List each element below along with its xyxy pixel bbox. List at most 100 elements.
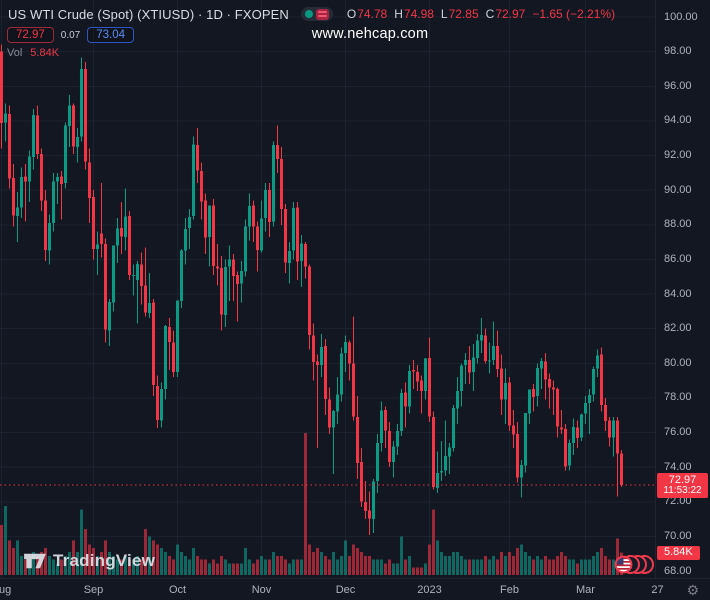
volume-bar — [548, 559, 551, 575]
candle-body — [488, 360, 491, 362]
volume-bar — [616, 538, 619, 575]
candle-body — [404, 392, 407, 407]
candle-body — [432, 416, 435, 488]
ohlc-open-value: 74.78 — [357, 7, 388, 21]
economic-events-icon[interactable] — [614, 555, 654, 574]
candle-body — [484, 335, 487, 361]
volume-bar — [272, 551, 275, 575]
volume-bar — [420, 567, 423, 575]
volume-bar — [64, 555, 67, 575]
volume-bar — [300, 559, 303, 575]
candle-body — [220, 268, 223, 315]
volume-bar — [228, 563, 231, 575]
volume-bar — [92, 548, 95, 575]
candle-body — [264, 190, 267, 218]
volume-bar — [180, 551, 183, 575]
candle-body — [40, 153, 43, 201]
candle-body — [472, 357, 475, 372]
candle-body — [152, 302, 155, 386]
sell-bid-button[interactable]: 72.97 — [7, 27, 54, 43]
candle-body — [116, 228, 119, 246]
price-tick-label: 70.00 — [664, 529, 692, 542]
price-tick-label: 74.00 — [664, 460, 692, 473]
candle-body — [124, 216, 127, 237]
candle-body — [68, 105, 71, 127]
candle-body — [244, 226, 247, 272]
volume-bar — [556, 555, 559, 575]
volume-legend[interactable]: Vol 5.84K — [7, 46, 59, 59]
candle-body — [300, 243, 303, 262]
gear-icon[interactable]: ⚙ — [686, 582, 699, 598]
candle-body — [276, 145, 279, 160]
volume-bar — [104, 540, 107, 575]
symbol-title[interactable]: US WTI Crude (Spot) (XTIUSD) · 1D · FXOP… — [8, 6, 289, 22]
candle-body — [344, 342, 347, 353]
volume-bar — [88, 544, 91, 575]
volume-bar — [268, 559, 271, 575]
volume-bar — [320, 551, 323, 575]
candle-body — [80, 68, 83, 137]
volume-bar — [348, 555, 351, 575]
candle-body — [612, 420, 615, 438]
time-tick-label: Aug — [0, 583, 12, 596]
time-axis[interactable]: ⚙ Aug Sep Oct Nov Dec 2023 Feb Mar 27 — [0, 578, 710, 600]
candle-body — [564, 429, 567, 467]
candle-body — [520, 465, 523, 478]
candle-body — [184, 228, 187, 251]
volume-bar — [476, 559, 479, 575]
volume-bar — [52, 559, 55, 575]
candle-body — [392, 446, 395, 462]
volume-bar — [172, 559, 175, 575]
candle-body — [16, 207, 19, 217]
volume-bar — [212, 559, 215, 575]
price-tick-label: 90.00 — [664, 183, 692, 196]
volume-bar — [132, 559, 135, 575]
candle-body — [164, 326, 167, 390]
candle-body — [320, 346, 323, 365]
candle-body — [144, 285, 147, 313]
volume-bar — [200, 559, 203, 575]
volume-bar — [72, 540, 75, 575]
candle-body — [620, 453, 623, 485]
volume-bar — [484, 555, 487, 575]
volume-bar — [184, 555, 187, 575]
candle-body — [76, 137, 79, 147]
time-tick-label: Sep — [83, 583, 104, 596]
time-tick-label: Feb — [500, 583, 519, 596]
volume-bar — [536, 555, 539, 575]
volume-bar — [24, 559, 27, 575]
price-axis[interactable]: 72.97 11:53:22 5.84K 100.00 98.00 96.00 94.… — [655, 0, 710, 578]
volume-bar — [332, 551, 335, 575]
candle-body — [600, 354, 603, 406]
volume-bar — [108, 551, 111, 575]
candlestick-chart-canvas[interactable] — [0, 0, 655, 578]
volume-bar — [604, 555, 607, 575]
volume-bar — [444, 555, 447, 575]
candle-body — [132, 274, 135, 276]
candle-body — [36, 115, 39, 154]
volume-bar — [440, 551, 443, 575]
buy-ask-button[interactable]: 73.04 — [87, 27, 135, 43]
volume-bar — [80, 509, 83, 575]
series-visibility-toggle[interactable] — [300, 7, 333, 21]
candle-body — [348, 342, 351, 364]
candle-body — [256, 226, 259, 251]
volume-bar — [84, 528, 87, 575]
candle-body — [324, 345, 327, 399]
volume-bar — [292, 559, 295, 575]
volume-bar — [316, 548, 319, 575]
volume-bar — [468, 559, 471, 575]
candle-body — [604, 404, 607, 422]
volume-bar — [156, 544, 159, 575]
candle-body — [468, 359, 471, 373]
spread-value: 0.07 — [60, 29, 81, 41]
candle-body — [548, 378, 551, 388]
price-tick-label: 88.00 — [664, 218, 692, 231]
candle-body — [328, 399, 331, 428]
volume-bar — [572, 559, 575, 575]
volume-bar — [424, 563, 427, 575]
candle-body — [400, 392, 403, 431]
tradingview-logo[interactable]: TradingView — [23, 551, 155, 571]
candle-body — [496, 345, 499, 369]
